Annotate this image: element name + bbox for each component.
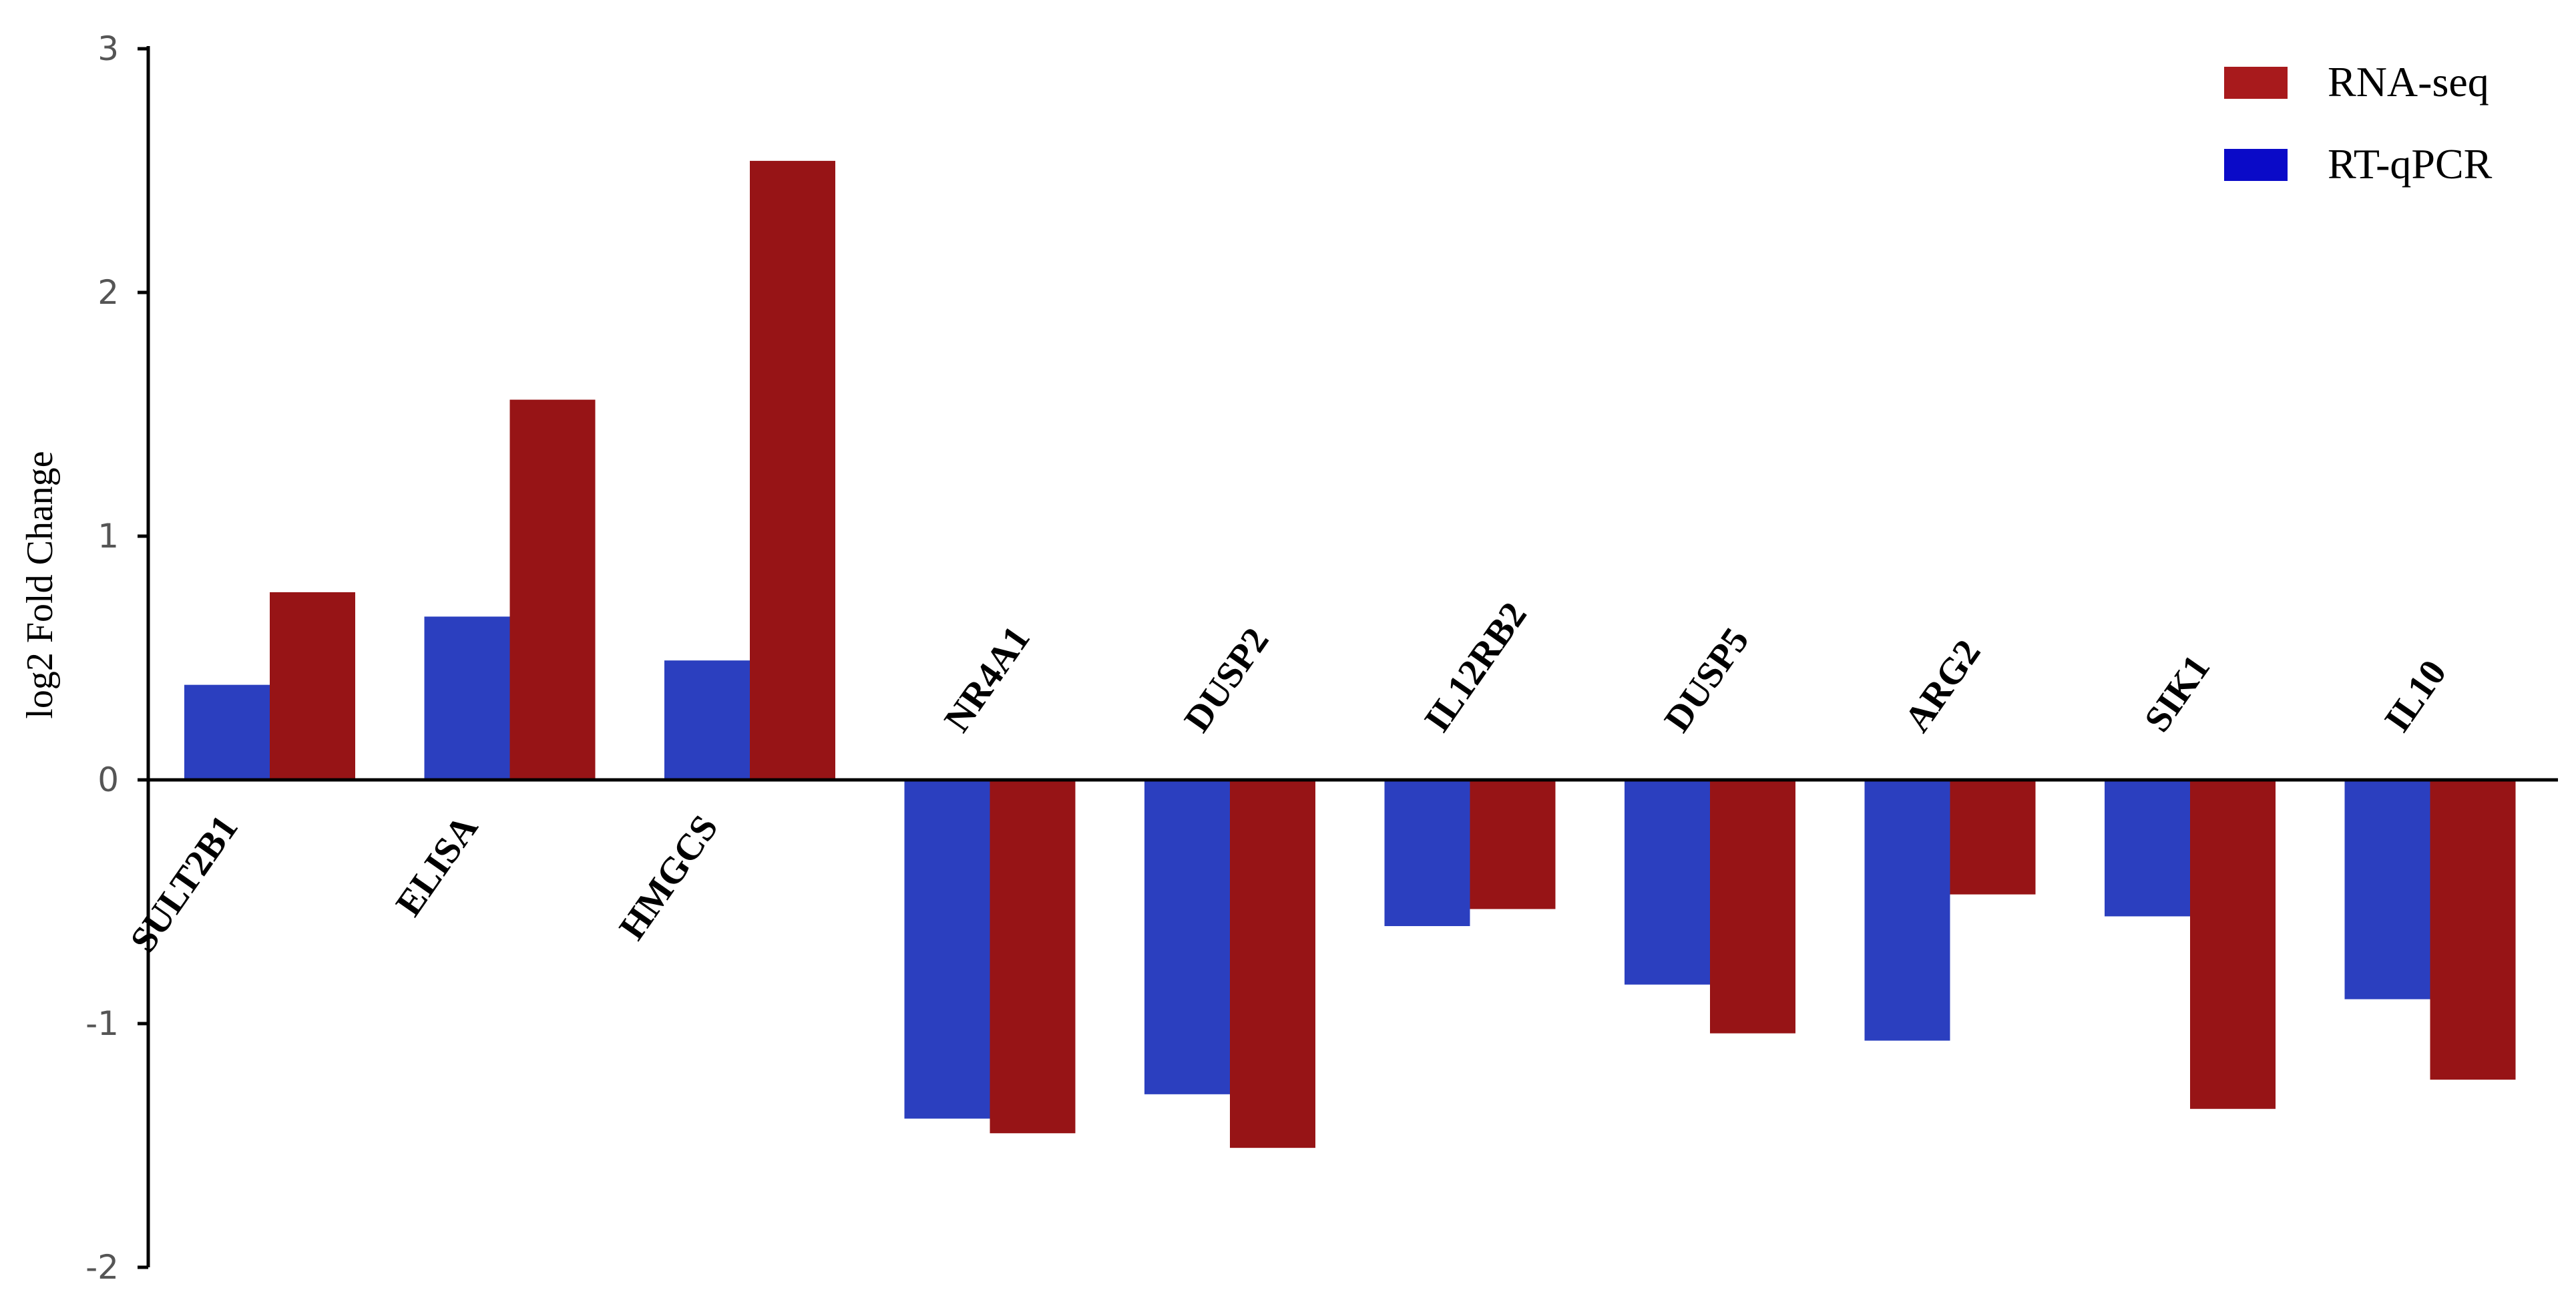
bar-rna-seq-il10: [2430, 780, 2516, 1080]
bar-rt-qpcr-hmgcs: [664, 660, 750, 780]
category-label: ARG2: [1896, 632, 1988, 739]
bar-rna-seq-dusp5: [1710, 780, 1795, 1034]
category-label: IL10: [2376, 653, 2454, 740]
legend: RNA-seq RT-qPCR: [2224, 58, 2493, 188]
bar-rt-qpcr-dusp5: [1625, 780, 1710, 985]
bar-rna-seq-il12rb2: [1470, 780, 1556, 909]
bar-rna-seq-sik1: [2190, 780, 2276, 1109]
legend-label: RNA-seq: [2328, 58, 2489, 105]
legend-swatch-rt-qpcr: [2224, 149, 2288, 181]
legend-swatch-rna-seq: [2224, 67, 2288, 99]
bar-rt-qpcr-il10: [2344, 780, 2430, 1000]
bar-rna-seq-hmgcs: [750, 160, 835, 780]
y-axis-label: log2 Fold Change: [19, 451, 61, 718]
bars: [184, 160, 2516, 1148]
bar-rt-qpcr-elisa: [424, 616, 510, 780]
bar-rt-qpcr-dusp2: [1144, 780, 1230, 1094]
y-tick-label: 0: [97, 761, 119, 799]
category-label: DUSP5: [1657, 620, 1757, 739]
y-tick-label: -1: [85, 1004, 119, 1043]
legend-label: RT-qPCR: [2328, 140, 2493, 188]
y-tick-label: 3: [97, 29, 119, 68]
bar-rna-seq-dusp2: [1230, 780, 1315, 1148]
category-label: ELISA: [388, 807, 487, 923]
y-axis: 3 2 1 0 -1 -2 log2 Fold Change: [19, 29, 150, 1287]
bar-rt-qpcr-sult2b1: [184, 684, 270, 780]
y-tick-label: 1: [97, 517, 119, 556]
category-label: HMGCS: [612, 808, 726, 947]
bar-rna-seq-arg2: [1950, 780, 2036, 895]
bar-rt-qpcr-sik1: [2105, 780, 2190, 917]
bar-rt-qpcr-arg2: [1864, 780, 1950, 1041]
bar-rna-seq-sult2b1: [270, 592, 355, 780]
bar-rna-seq-nr4a1: [990, 780, 1076, 1134]
y-tick-label: 2: [97, 273, 119, 312]
bar-rna-seq-elisa: [509, 399, 596, 780]
category-label: SULT2B1: [122, 808, 246, 960]
y-tick-label: -2: [85, 1248, 119, 1287]
category-label: NR4A1: [936, 619, 1038, 740]
category-label: IL12RB2: [1416, 595, 1535, 740]
bar-rt-qpcr-il12rb2: [1384, 780, 1470, 926]
category-label: DUSP2: [1176, 620, 1277, 739]
category-label: SIK1: [2137, 648, 2218, 740]
bar-rt-qpcr-nr4a1: [904, 780, 990, 1119]
